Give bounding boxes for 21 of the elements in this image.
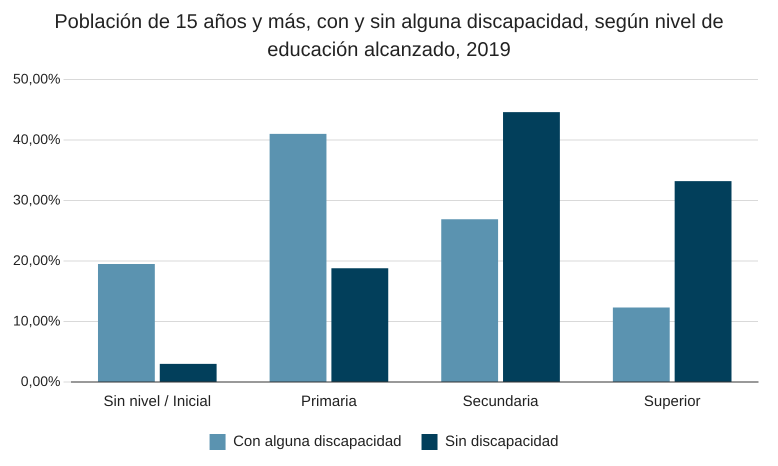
y-tick-label: 40,00% (13, 130, 60, 147)
y-tick-label: 0,00% (20, 372, 60, 389)
x-tick-label: Primaria (301, 393, 358, 410)
x-tick-label: Superior (644, 393, 701, 410)
bar (331, 268, 388, 382)
legend-label: Con alguna discapacidad (233, 433, 402, 450)
x-tick-label: Secundaria (462, 393, 540, 410)
bar (441, 219, 498, 382)
x-tick-label: Sin nivel / Inicial (104, 393, 212, 410)
bar (98, 264, 155, 382)
y-tick-label: 30,00% (13, 191, 60, 208)
bar (612, 308, 670, 382)
bar (270, 134, 326, 382)
y-tick-label: 20,00% (13, 252, 60, 268)
y-tick-label: 10,00% (13, 312, 60, 328)
chart-title: Población de 15 años y más, con y sin alguna discapacidad, según nivel de educación alcanzado, 2019 (53, 10, 725, 63)
y-tick-label: 50,00% (13, 70, 60, 86)
bar (503, 112, 560, 382)
bar (160, 364, 217, 382)
legend-label: Sin discapacidad (445, 433, 558, 450)
bar (674, 181, 732, 382)
